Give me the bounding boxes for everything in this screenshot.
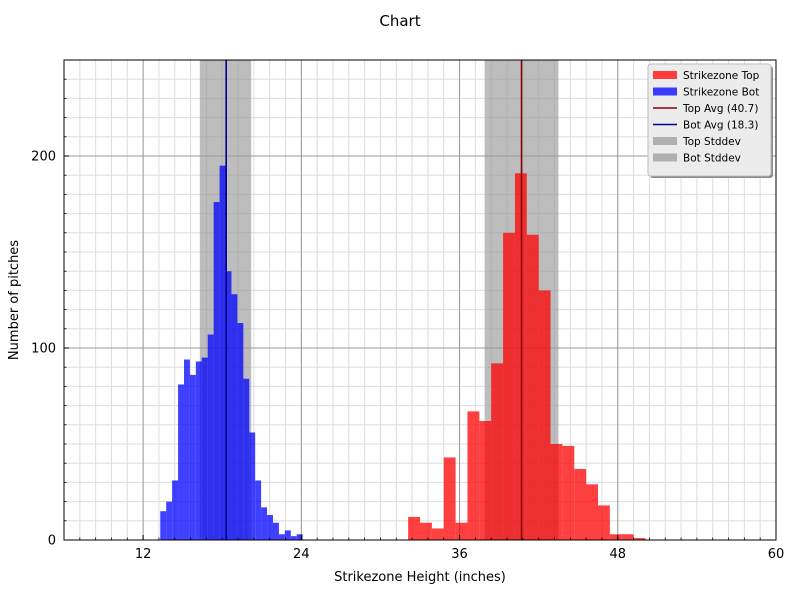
histogram-bar (526, 234, 539, 540)
histogram-bar (609, 534, 622, 540)
histogram-bar (574, 468, 587, 540)
histogram-bar (243, 378, 250, 540)
histogram-bar (455, 522, 468, 540)
legend-swatch (653, 87, 677, 96)
histogram-bar (284, 530, 291, 540)
histogram-bar (538, 290, 551, 540)
y-axis-label: Number of pitches (7, 240, 22, 360)
histogram-bar (272, 522, 279, 540)
histogram-bar (491, 363, 504, 540)
histogram-bar (550, 444, 563, 540)
histogram-bar (290, 536, 297, 540)
legend-entry-label: Top Avg (40.7) (682, 103, 758, 115)
x-tick-label: 12 (135, 547, 152, 562)
legend-swatch (653, 153, 677, 162)
legend-swatch (653, 71, 677, 79)
histogram-bar (207, 334, 214, 540)
legend-entry-label: Bot Avg (18.3) (683, 119, 758, 131)
histogram-bar (431, 528, 444, 540)
histogram-bar (562, 445, 575, 540)
histogram-bar (219, 165, 226, 540)
histogram-bar (443, 457, 456, 540)
histogram-bar (231, 294, 238, 540)
y-tick-label: 200 (31, 150, 56, 165)
histogram-bar (160, 511, 167, 540)
histogram-bar (201, 357, 208, 540)
histogram-bar (213, 202, 220, 540)
histogram-bar (178, 384, 184, 540)
histogram-bar (189, 374, 196, 540)
histogram-bar (166, 501, 173, 540)
histogram-bar (225, 271, 232, 540)
histogram-bar (503, 232, 515, 541)
histogram-bar (408, 516, 420, 540)
legend: Strikezone Top Strikezone Bot Top Avg (40.… (647, 63, 773, 178)
legend-swatch (653, 137, 677, 145)
histogram-bar (621, 534, 634, 540)
x-tick-label: 36 (451, 547, 468, 562)
histogram-bar (296, 534, 303, 540)
x-tick-label: 60 (768, 547, 785, 562)
histogram-bar (267, 515, 273, 540)
axes-frame (63, 59, 777, 541)
histogram-bar (278, 534, 285, 540)
y-tick-label: 100 (31, 342, 56, 357)
x-tick-label: 48 (610, 547, 627, 562)
legend-entry-label: Bot Stddev (683, 152, 741, 164)
legend-entry-label: Top Stddev (682, 136, 741, 148)
histogram-bar (172, 480, 179, 540)
histogram-bar (183, 359, 190, 540)
legend-entry-label: Strikezone Top (683, 70, 760, 82)
series-strikezone-bot (160, 165, 303, 540)
histogram-bar (237, 323, 244, 540)
histogram-bar (420, 522, 432, 540)
legend-entry-label: Strikezone Bot (683, 86, 759, 98)
histogram-bar (586, 484, 598, 540)
legend-box (647, 63, 772, 177)
histogram-bar (255, 480, 262, 540)
x-tick-label: 24 (293, 547, 310, 562)
chart-title: Chart (379, 12, 420, 30)
histogram-bar (249, 432, 256, 540)
y-tick-label: 0 (48, 534, 56, 549)
histogram-bar (467, 411, 480, 540)
histogram-bar (633, 538, 646, 540)
histogram-bar (195, 361, 202, 540)
histogram-bar (479, 420, 492, 540)
histogram-bar (261, 507, 268, 540)
x-axis-label: Strikezone Height (inches) (334, 570, 506, 585)
histogram-bar (598, 505, 610, 540)
